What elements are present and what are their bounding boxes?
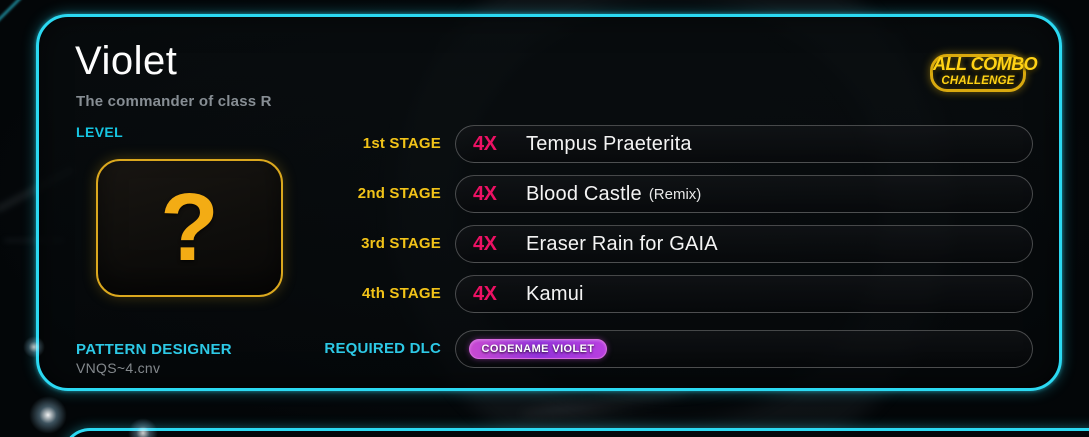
pattern-designer-label: PATTERN DESIGNER: [76, 341, 232, 358]
stage-1-label: 1st STAGE: [362, 135, 441, 152]
light-flare: [29, 396, 67, 434]
stage-row: 4X Blood Castle (Remix): [455, 175, 1033, 213]
stage-row: 4X Kamui: [455, 275, 1033, 313]
song-suffix: (Remix): [648, 185, 702, 203]
song-title: Eraser Rain for GAIA: [526, 232, 718, 255]
stage-3-label: 3rd STAGE: [361, 235, 441, 252]
required-dlc-label: REQUIRED DLC: [324, 340, 441, 357]
speed-multiplier: 4X: [473, 232, 497, 255]
question-mark-icon: ?: [160, 174, 219, 281]
speed-multiplier: 4X: [473, 182, 497, 205]
song-title: Tempus Praeterita: [526, 132, 692, 155]
mission-card[interactable]: Violet The commander of class R ALL COMB…: [36, 14, 1062, 391]
required-dlc-row: CODENAME VIOLET: [455, 330, 1033, 368]
stage-4-label: 4th STAGE: [361, 285, 441, 302]
level-label: LEVEL: [76, 124, 124, 140]
pattern-designer-value: VNQS~4.cnv: [76, 360, 161, 376]
stage-row: 4X Tempus Praeterita: [455, 125, 1033, 163]
mission-title: Violet: [75, 39, 178, 83]
badge-line1: ALL COMBO: [933, 54, 1038, 74]
speed-multiplier: 4X: [473, 132, 497, 155]
song-title: Blood Castle: [526, 182, 642, 205]
stage-row: 4X Eraser Rain for GAIA: [455, 225, 1033, 263]
stage-2-label: 2nd STAGE: [357, 185, 441, 202]
hidden-level-box: ?: [96, 159, 283, 297]
all-combo-challenge-badge: ALL COMBO CHALLENGE: [930, 54, 1038, 92]
dlc-badge: CODENAME VIOLET: [469, 339, 607, 359]
mission-subtitle: The commander of class R: [76, 93, 272, 110]
next-mission-card-edge[interactable]: [62, 428, 1089, 437]
speed-multiplier: 4X: [473, 282, 497, 305]
badge-line2: CHALLENGE: [941, 75, 1015, 87]
song-title: Kamui: [526, 282, 584, 305]
corner-accent-line: [0, 0, 23, 23]
